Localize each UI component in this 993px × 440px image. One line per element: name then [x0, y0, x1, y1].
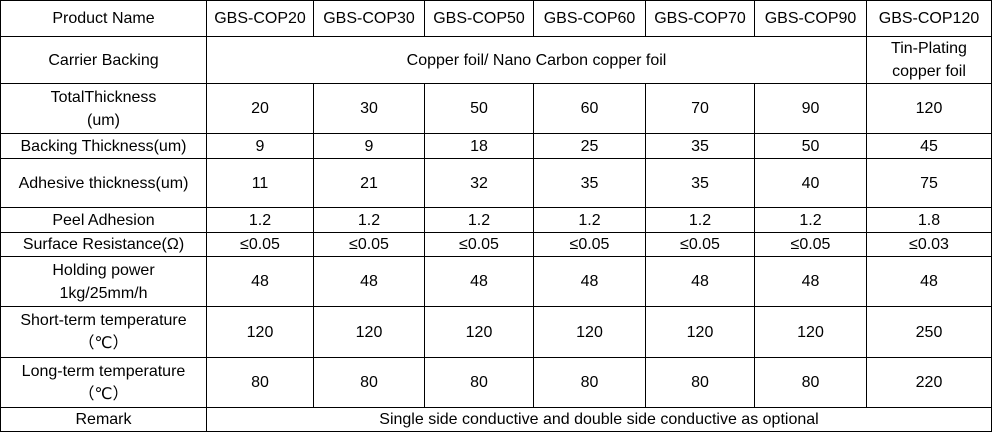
table-cell: 50	[424, 83, 534, 134]
table-cell: 18	[424, 133, 534, 159]
table-cell: 80	[206, 357, 314, 408]
table-cell: 90	[754, 83, 867, 134]
table-cell: 1.2	[206, 207, 314, 233]
table-cell: 35	[645, 158, 755, 208]
row-label: Holding power 1kg/25mm/h	[0, 256, 207, 307]
table-cell: 48	[313, 256, 425, 307]
table-cell: 80	[645, 357, 755, 408]
table-cell: ≤0.05	[754, 232, 867, 257]
table-cell: 45	[866, 133, 992, 159]
table-cell: 120	[533, 306, 646, 358]
table-cell: 120	[645, 306, 755, 358]
table-cell: 21	[313, 158, 425, 208]
table-cell: 32	[424, 158, 534, 208]
carrier-label: Carrier Backing	[0, 36, 207, 84]
table-cell: 120	[206, 306, 314, 358]
table-cell: 60	[533, 83, 646, 134]
table-cell: 80	[424, 357, 534, 408]
table-cell: 1.8	[866, 207, 992, 233]
table-cell: 120	[424, 306, 534, 358]
header-label: Product Name	[0, 0, 207, 37]
table-cell: ≤0.05	[533, 232, 646, 257]
table-cell: 48	[533, 256, 646, 307]
table-cell: 80	[313, 357, 425, 408]
product-name-cell: GBS-COP60	[533, 0, 646, 37]
table-cell: 120	[866, 83, 992, 134]
table-cell: 48	[754, 256, 867, 307]
table-cell: 25	[533, 133, 646, 159]
table-cell: 50	[754, 133, 867, 159]
carrier-last-cell: Tin-Plating copper foil	[866, 36, 992, 84]
table-cell: 48	[206, 256, 314, 307]
table-cell: 48	[424, 256, 534, 307]
row-label: Adhesive thickness(um)	[0, 158, 207, 208]
table-cell: 1.2	[533, 207, 646, 233]
table-cell: 120	[754, 306, 867, 358]
table-cell: 1.2	[645, 207, 755, 233]
remark-label: Remark	[0, 407, 207, 432]
product-name-cell: GBS-COP50	[424, 0, 534, 37]
table-cell: 250	[866, 306, 992, 358]
table-cell: 80	[533, 357, 646, 408]
row-label: Backing Thickness(um)	[0, 133, 207, 159]
table-row: Holding power 1kg/25mm/h 48 48 48 48 48 …	[0, 256, 992, 307]
table-cell: 1.2	[754, 207, 867, 233]
table-row: TotalThickness (um) 20 30 50 60 70 90 12…	[0, 83, 992, 134]
table-row: Peel Adhesion 1.2 1.2 1.2 1.2 1.2 1.2 1.…	[0, 207, 992, 233]
table-row: Short-term temperature （℃） 120 120 120 1…	[0, 306, 992, 358]
table-row: Adhesive thickness(um) 11 21 32 35 35 40…	[0, 158, 992, 208]
table-row: Long-term temperature （℃） 80 80 80 80 80…	[0, 357, 992, 408]
row-label: Long-term temperature （℃）	[0, 357, 207, 408]
remark-text: Single side conductive and double side c…	[206, 407, 992, 432]
table-cell: 40	[754, 158, 867, 208]
table-row: Surface Resistance(Ω) ≤0.05 ≤0.05 ≤0.05 …	[0, 232, 992, 257]
row-label: Peel Adhesion	[0, 207, 207, 233]
product-name-cell: GBS-COP70	[645, 0, 755, 37]
table-cell: 1.2	[313, 207, 425, 233]
table-cell: 9	[206, 133, 314, 159]
product-name-cell: GBS-COP120	[866, 0, 992, 37]
table-cell: 30	[313, 83, 425, 134]
table-cell: 20	[206, 83, 314, 134]
table-cell: 75	[866, 158, 992, 208]
row-label: Short-term temperature （℃）	[0, 306, 207, 358]
table-cell: ≤0.05	[424, 232, 534, 257]
table-cell: 80	[754, 357, 867, 408]
table-cell: ≤0.03	[866, 232, 992, 257]
table-cell: 70	[645, 83, 755, 134]
row-label: TotalThickness (um)	[0, 83, 207, 134]
table-cell: 220	[866, 357, 992, 408]
row-label: Surface Resistance(Ω)	[0, 232, 207, 257]
table-cell: 1.2	[424, 207, 534, 233]
table-cell: 48	[645, 256, 755, 307]
header-row: Product Name GBS-COP20 GBS-COP30 GBS-COP…	[0, 0, 992, 37]
product-name-cell: GBS-COP30	[313, 0, 425, 37]
table-cell: 9	[313, 133, 425, 159]
table-cell: 35	[533, 158, 646, 208]
product-name-cell: GBS-COP20	[206, 0, 314, 37]
remark-row: Remark Single side conductive and double…	[0, 407, 992, 432]
table-cell: 11	[206, 158, 314, 208]
table-cell: ≤0.05	[645, 232, 755, 257]
table-row: Backing Thickness(um) 9 9 18 25 35 50 45	[0, 133, 992, 159]
table-cell: 48	[866, 256, 992, 307]
carrier-row: Carrier Backing Copper foil/ Nano Carbon…	[0, 36, 992, 84]
table-cell: 35	[645, 133, 755, 159]
product-name-cell: GBS-COP90	[754, 0, 867, 37]
table-cell: ≤0.05	[313, 232, 425, 257]
table-cell: ≤0.05	[206, 232, 314, 257]
carrier-common-cell: Copper foil/ Nano Carbon copper foil	[206, 36, 867, 84]
table-cell: 120	[313, 306, 425, 358]
